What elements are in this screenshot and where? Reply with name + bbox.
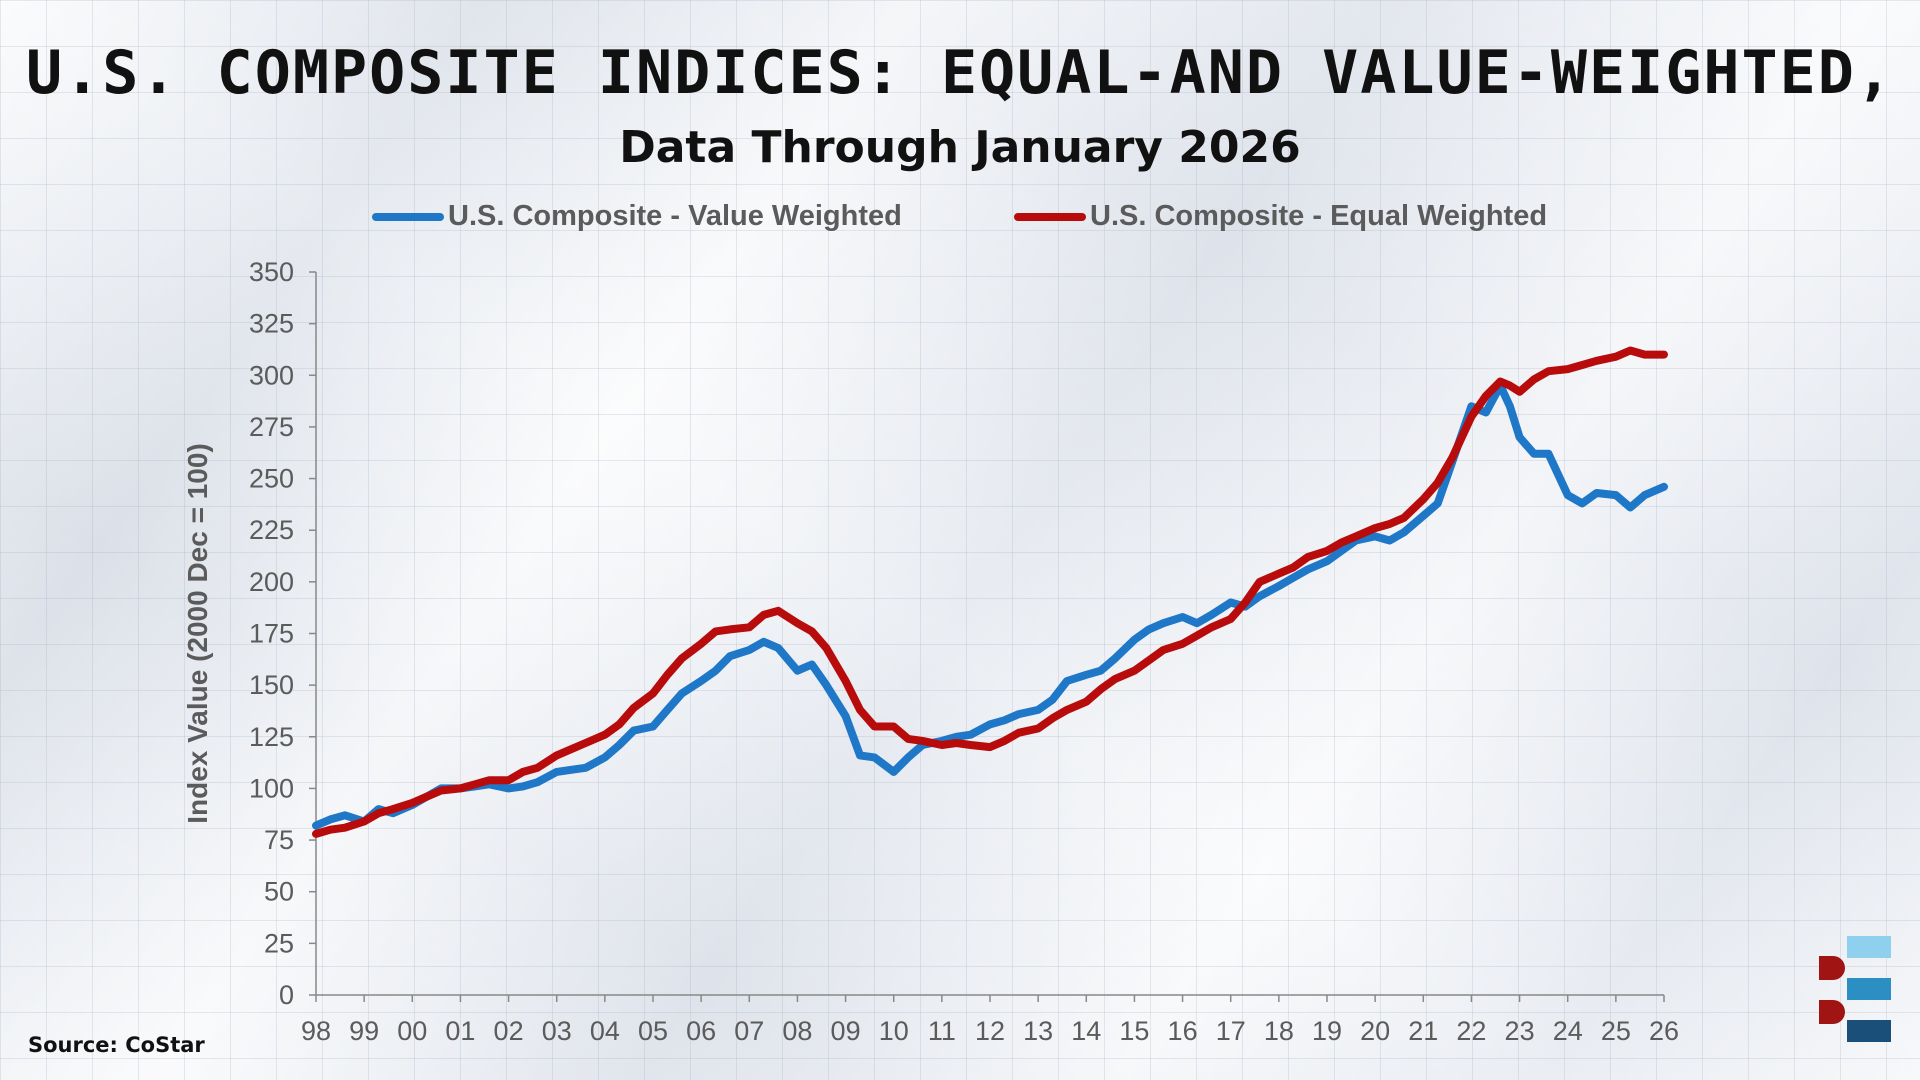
legend-label-equal-weighted: U.S. Composite - Equal Weighted bbox=[1090, 200, 1548, 232]
x-tick-label: 24 bbox=[1553, 1016, 1583, 1046]
chart-subtitle: Data Through January 2026 bbox=[619, 122, 1301, 173]
y-tick-label: 275 bbox=[249, 412, 294, 442]
logo-bar-light bbox=[1847, 936, 1891, 958]
x-tick-label: 00 bbox=[397, 1016, 427, 1046]
source-note: Source: CoStar bbox=[28, 1033, 205, 1057]
legend-label-value-weighted: U.S. Composite - Value Weighted bbox=[448, 200, 902, 232]
x-tick-label: 25 bbox=[1601, 1016, 1631, 1046]
brand-logo-icon bbox=[1819, 936, 1891, 1042]
x-tick-label: 05 bbox=[638, 1016, 668, 1046]
legend-item-equal-weighted: U.S. Composite - Equal Weighted bbox=[1014, 200, 1547, 233]
x-tick-label: 03 bbox=[542, 1016, 572, 1046]
y-tick-label: 175 bbox=[249, 619, 294, 649]
x-tick-label: 06 bbox=[686, 1016, 716, 1046]
x-tick-label: 02 bbox=[494, 1016, 524, 1046]
x-tick-label: 16 bbox=[1168, 1016, 1198, 1046]
x-tick-label: 21 bbox=[1408, 1016, 1438, 1046]
x-tick-label: 14 bbox=[1071, 1016, 1101, 1046]
x-tick-label: 23 bbox=[1505, 1016, 1535, 1046]
series-line-value-weighted bbox=[312, 381, 1668, 830]
series-line-equal-weighted bbox=[312, 346, 1668, 838]
y-tick-label: 150 bbox=[249, 670, 294, 700]
x-tick-label: 10 bbox=[879, 1016, 909, 1046]
chart-title: U.S. COMPOSITE INDICES: EQUAL-AND VALUE-… bbox=[25, 38, 1895, 108]
y-tick-label: 250 bbox=[249, 464, 294, 494]
legend-swatch-equal-weighted bbox=[1014, 212, 1086, 221]
x-tick-label: 18 bbox=[1264, 1016, 1294, 1046]
chart-legend: U.S. Composite - Value Weighted U.S. Com… bbox=[0, 200, 1920, 240]
x-tick-label: 20 bbox=[1360, 1016, 1390, 1046]
x-tick-label: 19 bbox=[1312, 1016, 1342, 1046]
x-tick-label: 12 bbox=[975, 1016, 1005, 1046]
x-tick-label: 17 bbox=[1216, 1016, 1246, 1046]
x-tick-label: 04 bbox=[590, 1016, 620, 1046]
y-tick-label: 125 bbox=[249, 722, 294, 752]
y-axis-title: Index Value (2000 Dec = 100) bbox=[182, 443, 213, 824]
legend-swatch-value-weighted bbox=[372, 212, 444, 221]
x-tick-label: 98 bbox=[301, 1016, 331, 1046]
y-tick-label: 75 bbox=[264, 825, 294, 855]
y-tick-label: 0 bbox=[279, 980, 294, 1010]
y-tick-label: 50 bbox=[264, 877, 294, 907]
logo-curve-bottom bbox=[1819, 1000, 1845, 1024]
x-tick-label: 09 bbox=[831, 1016, 861, 1046]
x-tick-label: 22 bbox=[1456, 1016, 1486, 1046]
x-tick-label: 08 bbox=[782, 1016, 812, 1046]
legend-item-value-weighted: U.S. Composite - Value Weighted bbox=[372, 200, 902, 233]
logo-curve-top bbox=[1819, 956, 1845, 980]
x-tick-label: 99 bbox=[349, 1016, 379, 1046]
y-tick-label: 350 bbox=[249, 257, 294, 287]
x-tick-label: 13 bbox=[1023, 1016, 1053, 1046]
y-tick-label: 300 bbox=[249, 360, 294, 390]
logo-bar-mid bbox=[1847, 978, 1891, 1000]
x-tick-label: 01 bbox=[445, 1016, 475, 1046]
x-tick-label: 07 bbox=[734, 1016, 764, 1046]
y-tick-label: 25 bbox=[264, 928, 294, 958]
x-tick-label: 15 bbox=[1119, 1016, 1149, 1046]
x-tick-label: 11 bbox=[928, 1016, 956, 1046]
y-tick-label: 200 bbox=[249, 567, 294, 597]
y-tick-label: 225 bbox=[249, 515, 294, 545]
y-tick-label: 100 bbox=[249, 773, 294, 803]
logo-bar-dark bbox=[1847, 1020, 1891, 1042]
y-tick-label: 325 bbox=[249, 309, 294, 339]
x-tick-label: 26 bbox=[1649, 1016, 1679, 1046]
